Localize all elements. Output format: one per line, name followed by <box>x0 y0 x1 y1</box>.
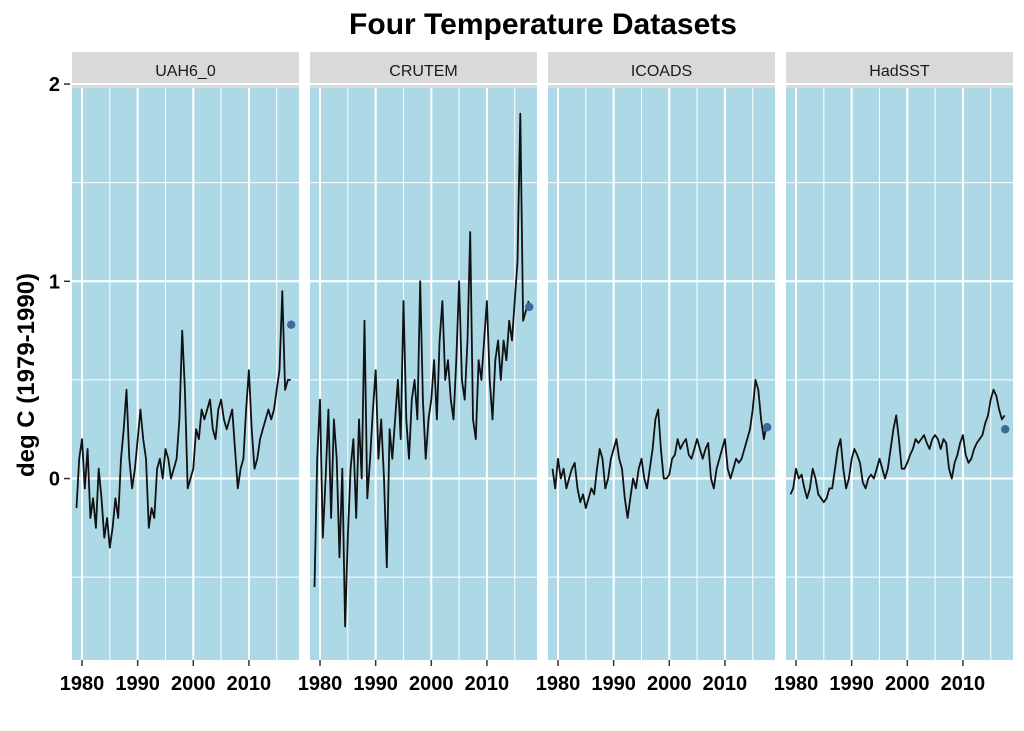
x-tick-label: 2010 <box>227 673 272 695</box>
x-tick-label: 2000 <box>171 673 216 695</box>
facet-panel: UAH6_0 1980 1990 2000 2010 <box>60 52 299 695</box>
series-line <box>75 290 291 549</box>
facet-strip-label: CRUTEM <box>389 63 457 80</box>
y-axis-ticks: 0 1 2 <box>49 74 70 491</box>
series-end-point <box>525 302 534 312</box>
series-end-point <box>287 320 296 329</box>
facet-panel: HadSST 1980 1990 2000 2010 <box>774 52 1013 695</box>
x-tick-label: 1980 <box>60 673 105 695</box>
x-tick-label: 2010 <box>941 673 986 695</box>
x-tick-label: 1990 <box>115 673 160 695</box>
panel-background <box>548 88 775 660</box>
facet-strip <box>72 52 299 88</box>
facet-strip-label: HadSST <box>869 63 930 80</box>
facet-panels: UAH6_0 1980 1990 2000 2010 CRUTEM 1980 1990 2000… <box>60 52 1013 695</box>
facet-strip-label: ICOADS <box>631 63 692 80</box>
x-tick-label: 1980 <box>774 673 819 695</box>
facet-strip <box>786 52 1013 88</box>
x-tick-label: 2000 <box>647 673 692 695</box>
x-tick-label: 2010 <box>465 673 510 695</box>
facet-strip-label: UAH6_0 <box>155 63 216 80</box>
panel-background <box>786 88 1013 660</box>
x-tick-label: 1980 <box>298 673 343 695</box>
y-axis-label: deg C (1979-1990) <box>13 273 40 477</box>
facet-panel: CRUTEM 1980 1990 2000 2010 <box>298 52 537 695</box>
series-line <box>789 388 1006 504</box>
y-tick-label: 2 <box>49 74 60 96</box>
facet-strip <box>310 52 537 88</box>
series-end-point <box>1001 425 1010 434</box>
x-tick-label: 2010 <box>703 673 748 695</box>
x-tick-label: 1990 <box>353 673 398 695</box>
x-tick-label: 2000 <box>885 673 930 695</box>
series-line <box>313 112 530 628</box>
facet-panel: ICOADS 1980 1990 2000 2010 <box>536 52 775 695</box>
x-tick-label: 1990 <box>829 673 874 695</box>
y-tick-label: 0 <box>49 469 60 491</box>
series-line <box>551 378 768 519</box>
series-end-point <box>763 423 772 432</box>
x-tick-label: 2000 <box>409 673 454 695</box>
x-tick-label: 1990 <box>591 673 636 695</box>
panel-background <box>72 88 299 660</box>
facet-strip <box>548 52 775 88</box>
y-tick-label: 1 <box>49 271 60 293</box>
x-tick-label: 1980 <box>536 673 581 695</box>
chart-title: Four Temperature Datasets <box>349 8 737 41</box>
